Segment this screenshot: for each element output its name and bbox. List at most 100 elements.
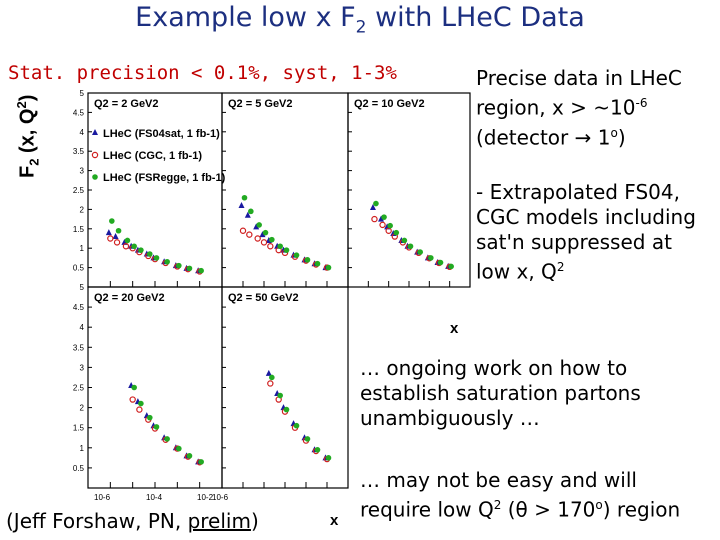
data-point-fsregge [381, 214, 387, 220]
data-point-fs04sat [265, 369, 272, 376]
data-point-fsregge [293, 252, 300, 258]
data-point-fsregge [283, 406, 290, 413]
data-point-cgc [136, 406, 143, 413]
stat-precision-text: Stat. precision < 0.1%, syst, 1-3% [8, 62, 397, 84]
y-tick-label: 0.5 [73, 464, 85, 473]
data-point-fsregge [256, 222, 262, 228]
data-point-fsregge [248, 208, 254, 215]
data-point-fsregge [277, 243, 283, 250]
data-point-fs04sat [253, 223, 260, 230]
arrow-icon: → [574, 125, 592, 150]
data-point-fsregge [373, 200, 379, 207]
data-point-fsregge [153, 255, 160, 261]
y-tick-label: 3 [80, 167, 85, 176]
y-tick-label: 3 [80, 363, 85, 372]
data-point-fs04sat [112, 233, 119, 240]
data-point-fsregge [124, 237, 131, 244]
y-tick-label: 3.5 [73, 147, 85, 156]
x-tick-label: 10-2 [197, 493, 214, 502]
data-point-fsregge [387, 222, 393, 229]
data-point-fs04sat [244, 211, 251, 218]
data-point-cgc [267, 243, 274, 250]
data-point-fsregge [437, 259, 444, 266]
data-point-fsregge [428, 255, 434, 261]
data-point-cgc [122, 243, 130, 250]
data-point-fs04sat [259, 231, 266, 238]
data-point-fsregge [131, 384, 137, 391]
data-point-cgc [113, 239, 121, 246]
panel-frame [87, 286, 223, 489]
legend-label: LHeC (FS04sat, 1 fb-1) [103, 128, 220, 140]
data-point-fsregge [262, 229, 269, 236]
data-point-fsregge [448, 263, 454, 270]
data-point-fsregge [164, 258, 170, 265]
data-point-fsregge [198, 459, 204, 465]
data-point-fsregge [401, 237, 408, 244]
y-tick-label: 2 [80, 404, 85, 413]
note-ongoing-work: … ongoing work on how to establish satur… [360, 356, 641, 430]
data-point-fsregge [277, 392, 283, 399]
data-point-fs04sat [238, 202, 245, 209]
legend-marker-fs04sat [92, 129, 98, 135]
y-tick-label: 1.5 [73, 424, 85, 433]
y-tick-label: 2.5 [73, 186, 85, 195]
x-tick-label: 10-6 [212, 493, 229, 502]
data-point-fsregge [198, 267, 204, 274]
data-point-cgc [267, 380, 274, 387]
data-point-fsregge [115, 227, 122, 234]
note-low-q2: … may not be easy and will require low Q… [360, 468, 681, 522]
legend-label: LHeC (FSRegge, 1 fb-1) [103, 172, 226, 184]
data-point-fsregge [314, 447, 321, 453]
data-point-cgc [129, 396, 136, 403]
data-point-fsregge [186, 453, 193, 459]
data-point-fsregge [241, 194, 248, 201]
data-point-fsregge [314, 260, 321, 267]
data-point-fsregge [176, 445, 182, 452]
y-tick-label: 4.5 [73, 108, 85, 117]
y-tick-label: 1 [80, 244, 85, 253]
data-point-cgc [239, 227, 247, 234]
y-tick-label: 4.5 [73, 303, 85, 312]
x-axis-label-right: x [450, 320, 459, 337]
panel-frame [347, 92, 471, 288]
data-point-cgc [107, 235, 114, 242]
y-tick-label: 2.5 [73, 384, 85, 393]
note-extrapolated: - Extrapolated FS04, CGC models includin… [476, 180, 696, 284]
panel-frame [221, 92, 349, 288]
panel-q2-label: Q2 = 2 GeV2 [94, 98, 159, 110]
data-point-fsregge [393, 229, 400, 236]
data-point-fsregge [146, 251, 153, 257]
credit-text: (Jeff Forshaw, PN, prelim) [6, 509, 259, 533]
data-point-fsregge [304, 257, 311, 263]
data-point-fsregge [325, 264, 332, 271]
data-point-fs04sat [378, 215, 385, 222]
data-point-fsregge [176, 262, 182, 269]
legend-label: LHeC (CGC, 1 fb-1) [103, 150, 202, 162]
y-tick-label: 1 [80, 444, 85, 453]
data-point-cgc [385, 227, 392, 234]
note-precise-data: Precise data in LHeC region, x > ~10-6 (… [476, 66, 682, 150]
x-tick-label: 10-6 [94, 493, 111, 502]
y-tick-label: 1.5 [73, 225, 85, 234]
data-point-cgc [254, 235, 261, 242]
data-point-fsregge [304, 436, 311, 442]
panel-q2-label: Q2 = 20 GeV2 [94, 292, 165, 304]
data-point-fsregge [417, 249, 424, 255]
y-tick-label: 4 [80, 128, 85, 137]
panel-q2-label: Q2 = 10 GeV2 [354, 98, 425, 110]
panel-q2-label: Q2 = 5 GeV2 [228, 98, 293, 110]
data-point-fsregge [269, 236, 275, 243]
y-tick-label: 5 [80, 283, 85, 292]
legend-marker-fsregge [92, 174, 98, 180]
x-tick-label: 10-4 [146, 493, 163, 502]
y-tick-label: 0.5 [73, 264, 85, 273]
data-point-fsregge [131, 243, 137, 250]
data-point-fsregge [407, 243, 414, 250]
data-point-cgc [379, 221, 386, 229]
y-tick-label: 5 [80, 89, 85, 98]
panel-q2-label: Q2 = 50 GeV2 [228, 292, 299, 304]
data-point-fsregge [138, 400, 144, 407]
data-point-fsregge [164, 436, 170, 442]
data-point-fsregge [146, 414, 153, 421]
data-point-fsregge [269, 374, 275, 381]
